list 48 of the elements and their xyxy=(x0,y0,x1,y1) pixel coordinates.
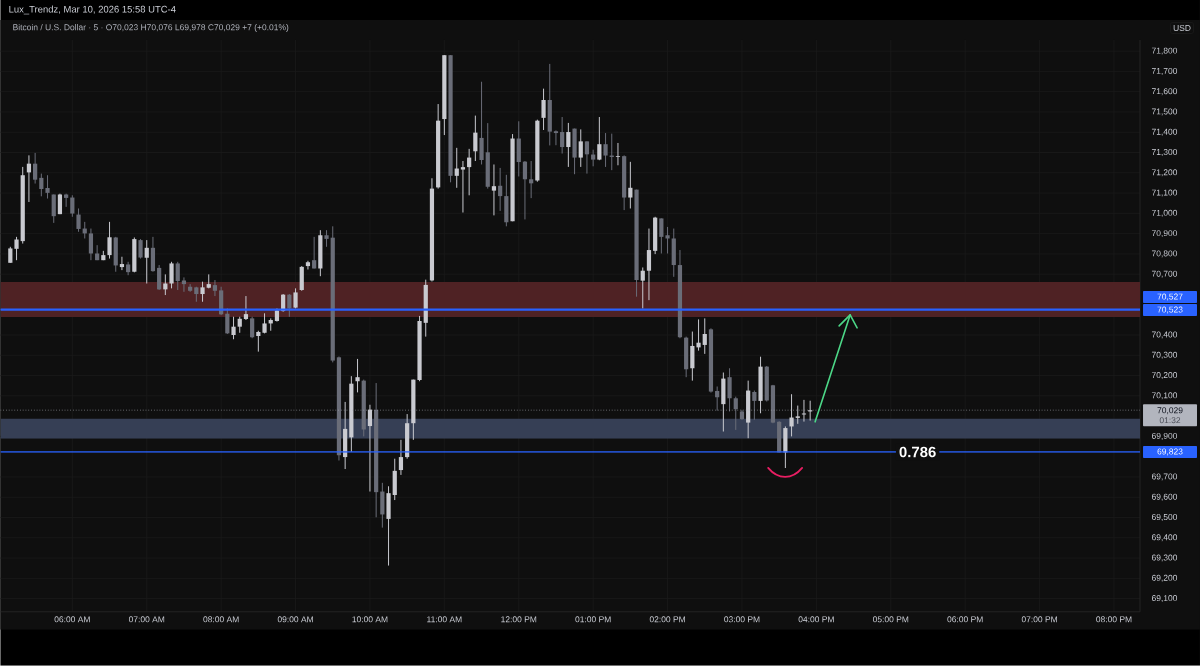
text: 01:32 xyxy=(1159,417,1181,424)
x-tick-label: 06:00 AM xyxy=(54,616,90,623)
y-tick-label: 70,200 xyxy=(1151,372,1178,380)
x-tick-label: 01:00 PM xyxy=(575,616,611,623)
y-tick-label: 71,800 xyxy=(1151,47,1178,55)
chart-subtitle: Bitcoin / U.S. Dollar · 5 · O70,023 H70,076 L69,978 C70,029 +7 (+0.01%) xyxy=(13,24,289,33)
y-tick-label: 70,300 xyxy=(1151,351,1178,359)
y-tick-label: 71,000 xyxy=(1151,209,1178,217)
x-tick-label: 12:00 PM xyxy=(501,616,537,623)
x-tick-label: 06:00 PM xyxy=(947,616,983,623)
y-tick-label: 70,900 xyxy=(1151,230,1178,238)
chart-title: Lux_Trendz, Mar 10, 2026 15:58 UTC-4 xyxy=(9,5,176,15)
x-tick-label: 02:00 PM xyxy=(649,616,685,623)
y-tick-label: 71,600 xyxy=(1151,88,1178,96)
x-tick-label: 07:00 PM xyxy=(1021,616,1057,623)
x-tick-label: 08:00 PM xyxy=(1096,616,1132,623)
y-tick-label: 69,300 xyxy=(1151,554,1178,562)
y-tick-label: 71,300 xyxy=(1151,149,1178,157)
y-tick-label: 69,500 xyxy=(1151,514,1178,522)
x-tick-label: 04:00 PM xyxy=(798,616,834,623)
y-tick-label: 69,600 xyxy=(1151,493,1178,501)
y-tick-label: 69,400 xyxy=(1151,534,1178,542)
y-tick-label: 69,200 xyxy=(1151,574,1178,582)
y-tick-label: 71,200 xyxy=(1151,169,1178,177)
y-tick-label: 69,900 xyxy=(1151,433,1178,440)
y-axis-title: USD xyxy=(1173,25,1191,32)
x-tick-label: 09:00 AM xyxy=(277,616,313,623)
x-tick-label: 11:00 AM xyxy=(427,616,462,623)
x-tick-label: 05:00 PM xyxy=(872,616,909,623)
y-tick-label: 69,100 xyxy=(1151,595,1178,603)
x-tick-label: 10:00 AM xyxy=(352,616,388,623)
ref-line-label: 70,523 xyxy=(1157,306,1183,314)
y-tick-label: 71,400 xyxy=(1151,128,1178,136)
y-tick-label: 71,700 xyxy=(1151,68,1178,76)
y-tick-label: 71,100 xyxy=(1151,189,1178,197)
x-tick-label: 07:00 AM xyxy=(128,616,165,623)
y-tick-label: 69,700 xyxy=(1151,473,1178,481)
y-tick-label: 70,800 xyxy=(1151,250,1178,258)
ref-line-label: 70,029 xyxy=(1157,407,1183,415)
ref-line-label: 70,527 xyxy=(1157,293,1183,301)
x-tick-label: 03:00 PM xyxy=(724,616,760,623)
annotation: 0.786 xyxy=(899,446,936,458)
y-tick-label: 70,400 xyxy=(1151,331,1178,339)
y-tick-label: 71,500 xyxy=(1151,108,1178,116)
x-tick-label: 08:00 AM xyxy=(203,616,239,623)
y-tick-label: 70,700 xyxy=(1151,270,1178,278)
y-tick-label: 70,100 xyxy=(1151,392,1178,400)
ref-line-label: 69,823 xyxy=(1157,448,1183,456)
